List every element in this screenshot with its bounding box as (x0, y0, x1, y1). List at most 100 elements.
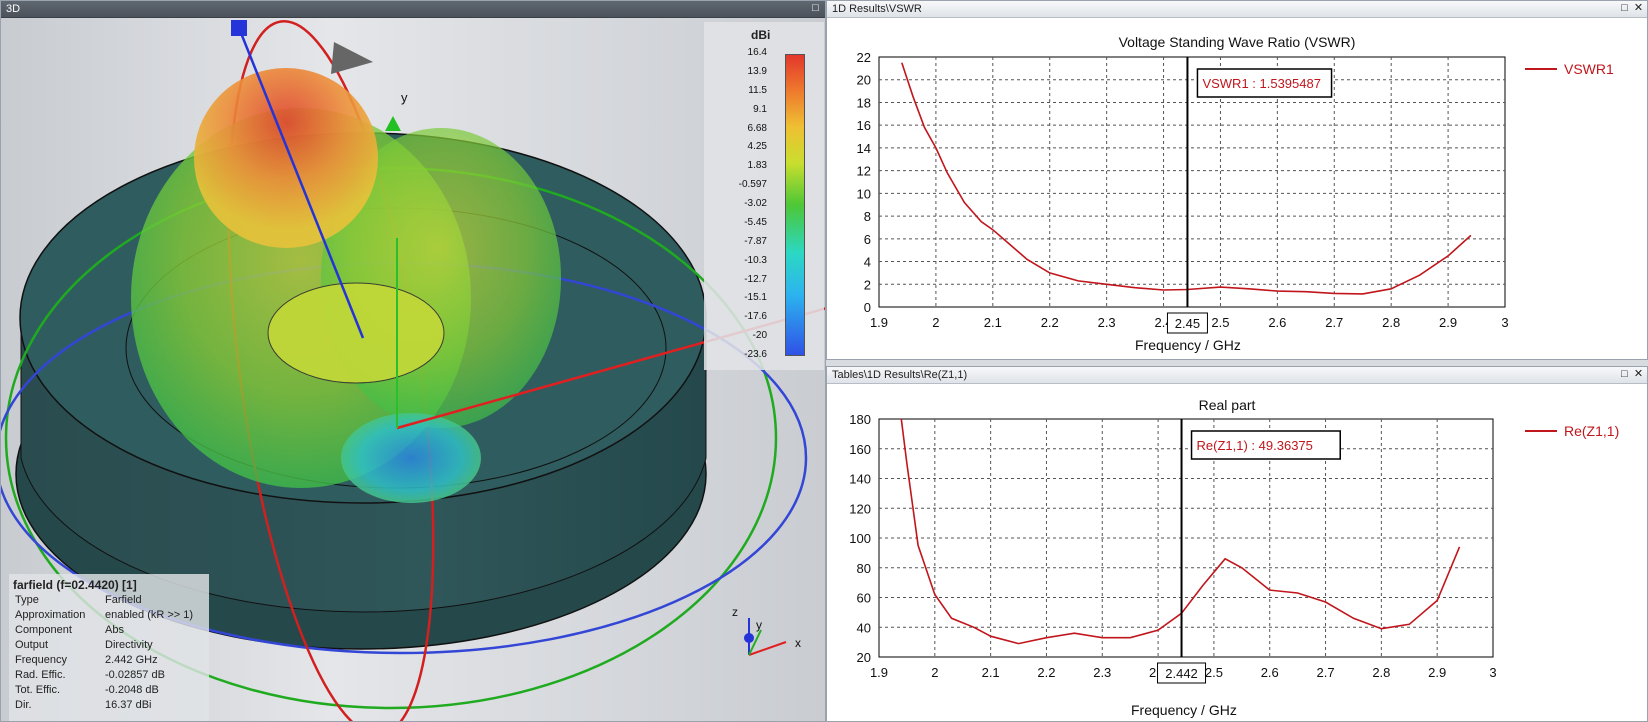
x-tick-label: 3 (1501, 315, 1508, 330)
marker-label: VSWR1 : 1.5395487 (1202, 76, 1321, 91)
x-tick-label: 2.6 (1268, 315, 1286, 330)
legend-unit: dBi (751, 28, 771, 42)
legend-tick: -15.1 (744, 292, 767, 304)
y-tick-label: 160 (849, 442, 871, 457)
re-chart[interactable]: 1.922.12.22.32.42.52.62.72.82.9320406080… (827, 385, 1647, 721)
info-row: Rad. Effic. -0.02857 dB (9, 669, 209, 684)
x-tick-label: 2.7 (1317, 665, 1335, 680)
legend-tick: -23.6 (744, 349, 767, 360)
y-tick-label: 140 (849, 472, 871, 487)
main-lobe (194, 68, 378, 248)
maximize-icon[interactable]: □ (1621, 2, 1628, 14)
info-key: Component (15, 624, 72, 636)
legend-tick: 11.5 (748, 84, 767, 96)
view-3d-panel[interactable]: 3D □ (0, 0, 826, 722)
x-tick-label: 2.5 (1211, 315, 1229, 330)
y-tick-label: 22 (857, 50, 871, 65)
view-3d-titlebar: 3D □ (1, 1, 825, 18)
back-lobe (341, 413, 481, 503)
info-value: 2.442 GHz (105, 654, 158, 666)
info-key: Dir. (15, 699, 32, 711)
x-tick-label: 2.8 (1372, 665, 1390, 680)
vswr-panel-title: 1D Results\VSWR (832, 3, 922, 15)
series-line (901, 62, 1472, 295)
x-tick-label: 2.2 (1041, 315, 1059, 330)
y-tick-label: 20 (857, 650, 871, 665)
legend-tick: -5.45 (744, 216, 767, 228)
info-value: Directivity (105, 639, 153, 651)
legend-label: VSWR1 (1564, 61, 1614, 77)
vswr-plot-title: Voltage Standing Wave Ratio (VSWR) (1118, 34, 1356, 50)
info-value: Farfield (105, 594, 142, 606)
info-value: enabled (kR >> 1) (105, 609, 194, 621)
info-row: Approximation enabled (kR >> 1) (9, 609, 209, 624)
x-tick-label: 2.3 (1098, 315, 1116, 330)
marker-x-label: 2.442 (1165, 666, 1198, 681)
info-row: Dir. 16.37 dBi (9, 699, 209, 714)
legend-tick: -12.7 (744, 273, 767, 285)
close-icon[interactable]: ✕ (1633, 2, 1644, 14)
legend-tick: 9.1 (753, 103, 767, 115)
y-tick-label: 2 (864, 277, 871, 292)
legend-tick: 6.68 (747, 122, 767, 134)
y-tick-label: 6 (864, 232, 871, 247)
x-tick-label: 2.9 (1439, 315, 1457, 330)
y-axis-label: y (401, 90, 408, 105)
y-tick-label: 18 (857, 95, 871, 110)
y-tick-label: 40 (857, 620, 871, 635)
x-tick-label: 2 (931, 665, 938, 680)
marker-x-label: 2.45 (1175, 316, 1200, 331)
info-header: farfield (f=02.4420) [1] (13, 578, 137, 592)
x-tick-label: 2.7 (1325, 315, 1343, 330)
info-row: Frequency 2.442 GHz (9, 654, 209, 669)
legend-tick: -3.02 (744, 198, 767, 209)
x-tick-label: 3 (1489, 665, 1496, 680)
maximize-icon[interactable]: □ (812, 2, 819, 14)
farfield-viewport[interactable]: y x y z dBi 16.4 13.9 11.5 9.1 6.68 4.25 1.83 -… (1, 18, 825, 721)
y-tick-label: 12 (857, 164, 871, 179)
info-row: Type Farfield (9, 594, 209, 609)
x-tick-label: 2.5 (1205, 665, 1223, 680)
x-tick-label: 1.9 (870, 315, 888, 330)
colorbar (785, 54, 805, 356)
x-tick-label: 2.3 (1093, 665, 1111, 680)
y-tick-label: 10 (857, 186, 871, 201)
y-tick-label: 4 (864, 255, 871, 270)
x-tick-label: 2.2 (1037, 665, 1055, 680)
info-key: Approximation (15, 609, 86, 621)
small-z-label: z (732, 605, 738, 619)
info-rows: Type Farfield Approximation enabled (kR >> … (9, 594, 209, 714)
legend-label: Re(Z1,1) (1564, 423, 1619, 439)
close-icon[interactable]: ✕ (1633, 368, 1644, 380)
maximize-icon[interactable]: □ (1621, 368, 1628, 380)
x-tick-label: 2.9 (1428, 665, 1446, 680)
legend-tick: -0.597 (738, 179, 767, 191)
view-3d-title: 3D (6, 3, 21, 15)
y-tick-label: 80 (857, 561, 871, 576)
vswr-titlebar: 1D Results\VSWR □ ✕ (827, 1, 1647, 18)
legend-tick: -10.3 (744, 254, 767, 266)
vswr-chart[interactable]: 1.9 2 2.1 2.2 2.3 2.4 2.5 2.6 2.7 2.8 2.9 302468101… (827, 19, 1647, 359)
marker-label: Re(Z1,1) : 49.36375 (1197, 438, 1313, 453)
marker-x-box (1166, 312, 1208, 334)
re-panel[interactable]: Tables\1D Results\Re(Z1,1) □ ✕ Real part… (826, 366, 1648, 722)
small-y-label: y (756, 618, 762, 632)
x-tick-label: 2 (932, 315, 939, 330)
x-tick-label: 2.6 (1261, 665, 1279, 680)
farfield-info-box: farfield (f=02.4420) [1] Type Farfield App… (9, 574, 209, 721)
y-tick-label: 100 (849, 531, 871, 546)
legend-tick: 16.4 (747, 47, 767, 58)
info-row: Output Directivity (9, 639, 209, 654)
info-key: Output (15, 639, 49, 651)
vswr-panel[interactable]: 1D Results\VSWR □ ✕ Voltage Standing Wav… (826, 0, 1648, 360)
legend-tick: -7.87 (744, 235, 767, 247)
info-key: Rad. Effic. (15, 669, 66, 681)
y-tick-label: 0 (864, 300, 871, 315)
legend-tick: -17.6 (744, 311, 767, 323)
re-titlebar: Tables\1D Results\Re(Z1,1) □ ✕ (827, 367, 1647, 384)
x-tick-label: 2.1 (984, 315, 1002, 330)
y-tick-label: 60 (857, 591, 871, 606)
info-key: Type (15, 594, 39, 606)
x-tick-label: 2.8 (1382, 315, 1400, 330)
farfield-scene: y x y z (1, 20, 825, 721)
